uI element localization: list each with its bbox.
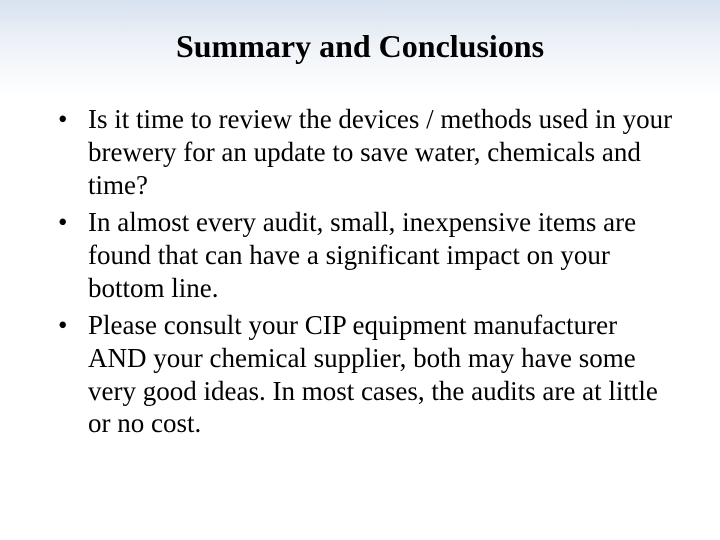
bullet-item: Please consult your CIP equipment manufa…	[58, 309, 680, 441]
slide: Summary and Conclusions Is it time to re…	[0, 0, 720, 540]
bullet-item: Is it time to review the devices / metho…	[58, 103, 680, 202]
bullet-list: Is it time to review the devices / metho…	[40, 103, 680, 440]
bullet-item: In almost every audit, small, inexpensiv…	[58, 206, 680, 305]
slide-title: Summary and Conclusions	[40, 28, 680, 65]
